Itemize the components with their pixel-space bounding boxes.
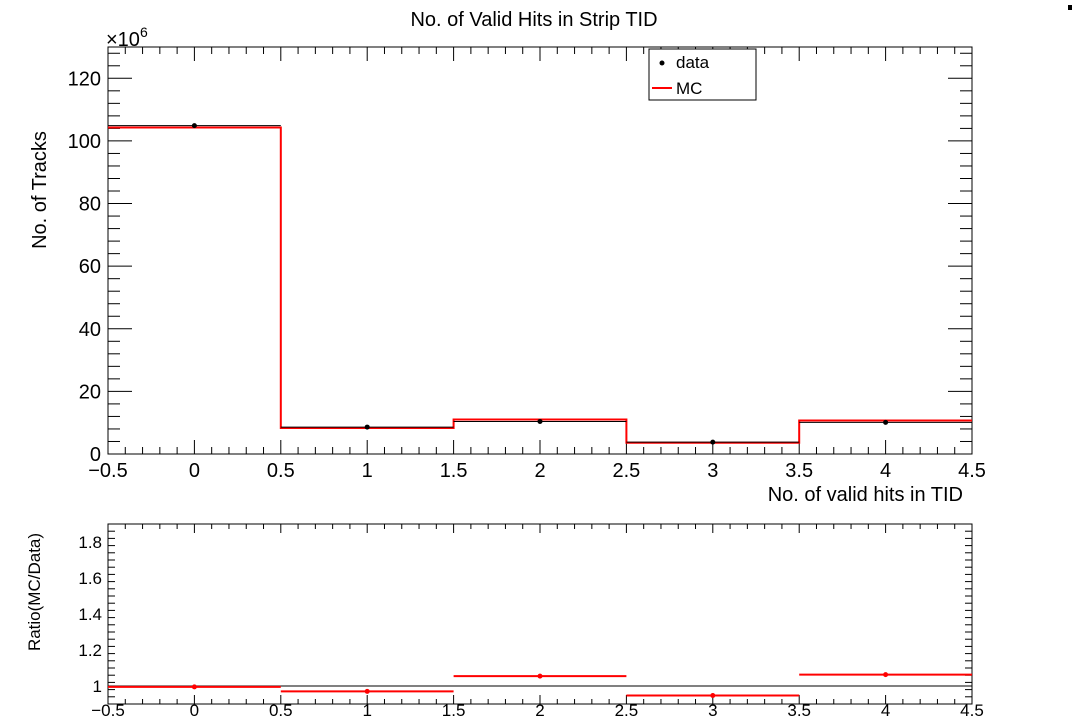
y-axis-label: No. of Tracks [29,131,51,249]
ratio-x-tick-label: 4.5 [960,701,984,720]
mc-step-line [108,126,972,444]
x-tick-label: 2.5 [612,460,640,482]
ratio-point [537,673,543,679]
ratio-y-tick-label: 1 [93,677,102,696]
ratio-ticks [107,523,973,705]
ratio-y-tick-label: 1.2 [78,641,102,660]
data-points [108,123,972,445]
main-frame [107,46,973,455]
x-tick-label: 0 [189,460,200,482]
ratio-y-tick-label: 1.6 [78,569,102,588]
ratio-x-tick-labels: −0.5 0 0.5 1 1.5 2 2.5 3 3.5 4 4.5 [91,701,984,720]
y-tick-label: 20 [79,381,101,403]
ratio-x-tick-label: 0.5 [269,701,293,720]
x-tick-label: 3.5 [785,460,813,482]
mc-histogram [108,126,972,444]
x-axis-label: No. of valid hits in TID [768,484,963,506]
ratio-y-tick-labels: 1 1.2 1.4 1.6 1.8 [78,533,102,696]
data-point [364,424,370,430]
data-point [710,439,716,445]
ratio-x-tick-label: 3 [708,701,717,720]
x-tick-label: −0.5 [88,460,127,482]
x-tick-label: 1 [362,460,373,482]
y-tick-label: 0 [90,444,101,466]
x-tick-label: 3 [707,460,718,482]
x-tick-label: 0.5 [267,460,295,482]
ratio-y-axis-label: Ratio(MC/Data) [25,533,44,651]
ratio-point [191,684,197,690]
legend-data-label: data [676,53,710,72]
legend: data MC [648,48,757,101]
ratio-x-tick-label: 3.5 [787,701,811,720]
legend-data-marker [659,60,665,66]
y-tick-label: 60 [79,256,101,278]
legend-mc-label: MC [676,79,702,98]
data-point [883,419,889,425]
corner-mark [1068,5,1072,10]
chart-title: No. of Valid Hits in Strip TID [410,9,657,31]
ratio-x-tick-label: 1.5 [442,701,466,720]
ratio-point [710,693,716,699]
x-tick-label: 4 [880,460,891,482]
y-tick-label: 120 [68,68,101,90]
data-point [191,123,197,129]
main-y-tick-labels: 0 20 40 60 80 100 120 [68,68,101,466]
ratio-x-tick-label: 2.5 [615,701,639,720]
ratio-x-tick-label: 2 [535,701,544,720]
ratio-point [364,688,370,694]
y-tick-label: 40 [79,319,101,341]
x-tick-label: 2 [534,460,545,482]
data-point [537,418,543,424]
ratio-point [883,672,889,678]
y-tick-label: 100 [68,131,101,153]
ratio-y-tick-label: 1.4 [78,605,102,624]
x-tick-label: 4.5 [958,460,986,482]
ratio-x-tick-label: −0.5 [91,701,125,720]
ratio-x-tick-label: 4 [881,701,890,720]
y-tick-label: 80 [79,194,101,216]
ratio-points [108,672,972,699]
x-tick-label: 1.5 [440,460,468,482]
main-ticks [107,47,973,455]
ratio-x-tick-label: 0 [190,701,199,720]
ratio-y-tick-label: 1.8 [78,533,102,552]
y-multiplier: ×106 [106,24,148,51]
ratio-x-tick-label: 1 [362,701,371,720]
main-x-tick-labels: −0.5 0 0.5 1 1.5 2 2.5 3 3.5 4 4.5 [88,460,986,482]
